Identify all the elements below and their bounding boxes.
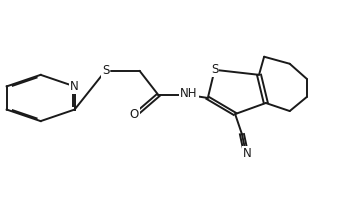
- Text: N: N: [243, 147, 251, 160]
- Text: S: S: [211, 63, 218, 76]
- Text: N: N: [70, 80, 79, 93]
- Text: S: S: [102, 64, 109, 77]
- Text: NH: NH: [180, 88, 198, 100]
- Text: O: O: [130, 108, 139, 121]
